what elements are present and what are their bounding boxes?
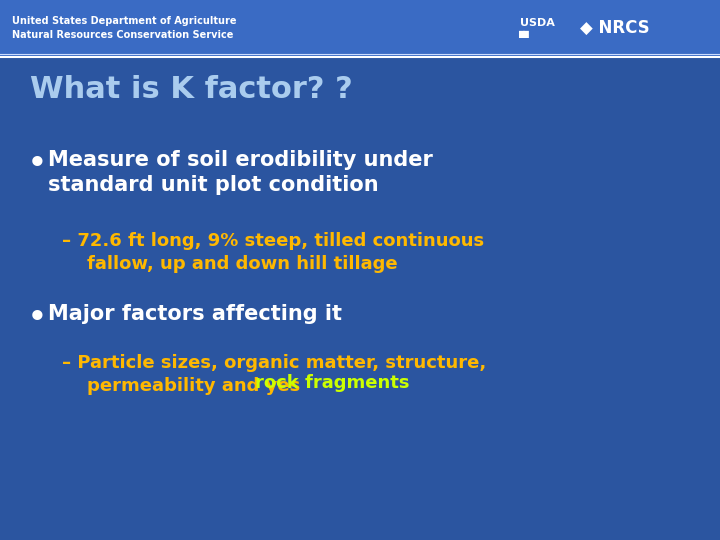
Text: What is K factor? ?: What is K factor? ?	[30, 75, 353, 104]
Text: Natural Resources Conservation Service: Natural Resources Conservation Service	[12, 30, 233, 40]
Text: ██: ██	[518, 31, 528, 38]
Text: Measure of soil erodibility under
standard unit plot condition: Measure of soil erodibility under standa…	[48, 150, 433, 195]
Text: Major factors affecting it: Major factors affecting it	[48, 303, 342, 323]
Text: ◆ NRCS: ◆ NRCS	[580, 19, 649, 37]
Text: •: •	[28, 303, 47, 332]
Text: •: •	[28, 150, 47, 178]
Text: USDA: USDA	[520, 18, 555, 28]
Text: – 72.6 ft long, 9% steep, tilled continuous
    fallow, up and down hill tillage: – 72.6 ft long, 9% steep, tilled continu…	[62, 232, 484, 273]
Text: United States Department of Agriculture: United States Department of Agriculture	[12, 16, 236, 26]
Text: – Particle sizes, organic matter, structure,
    permeability and yes: – Particle sizes, organic matter, struct…	[62, 354, 486, 395]
Bar	[0, 0, 720, 57]
Text: rock fragments: rock fragments	[255, 374, 410, 391]
